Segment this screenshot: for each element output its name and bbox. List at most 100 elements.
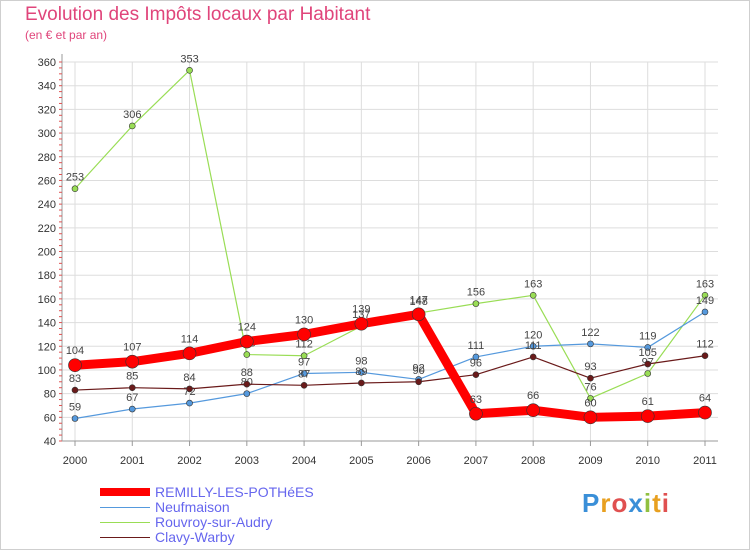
data-point-clavy-warby [644, 360, 652, 368]
data-label-clavy-warby: 112 [696, 339, 714, 351]
series-line-neufmaison [74, 311, 706, 420]
y-tick-label: 360 [38, 57, 56, 69]
x-tick-label: 2000 [63, 455, 87, 467]
data-point-remilly-les-poth-es [411, 307, 426, 322]
legend-item-rouvroy: Rouvroy-sur-Audry [100, 514, 360, 530]
legend-label-clavy: Clavy-Warby [155, 529, 235, 545]
data-point-remilly-les-poth-es [297, 327, 311, 342]
data-point-rouvroy-sur-audry [701, 292, 709, 299]
y-tick-label: 60 [44, 412, 56, 424]
data-label-clavy-warby: 90 [413, 365, 425, 377]
y-tick-label: 180 [38, 270, 56, 282]
series-line-clavy-warby [74, 355, 706, 391]
data-point-rouvroy-sur-audry [644, 370, 652, 377]
data-label-clavy-warby: 87 [298, 368, 310, 380]
page-title: Evolution des Impôts locaux par Habitant [25, 4, 371, 25]
data-point-remilly-les-poth-es [583, 410, 598, 425]
legend-label-remilly: REMILLY-LES-POTHéES [155, 484, 314, 500]
data-point-neufmaison [71, 415, 79, 422]
y-tick-label: 300 [38, 128, 56, 140]
x-tick-label: 2011 [693, 455, 717, 467]
data-label-rouvroy-sur-audry: 306 [123, 109, 141, 121]
data-point-clavy-warby [529, 353, 537, 361]
data-label-neufmaison: 92 [413, 362, 425, 374]
chart-legend: REMILLY-LES-POTHéES Neufmaison Rouvroy-s… [100, 484, 360, 545]
x-tick-label: 2010 [635, 455, 659, 467]
y-tick-label: 40 [44, 436, 56, 448]
y-tick-label: 280 [38, 152, 56, 164]
data-point-neufmaison [128, 405, 136, 413]
data-point-rouvroy-sur-audry [300, 352, 308, 360]
data-label-rouvroy-sur-audry: 76 [584, 381, 596, 393]
data-label-remilly-les-poth-es: 64 [699, 393, 711, 405]
data-label-rouvroy-sur-audry: 156 [467, 287, 485, 299]
line-chart: 40 60 80 100 120 140 160 180 200 220 240 260 280 300 3… [38, 53, 718, 467]
data-label-clavy-warby: 93 [584, 361, 596, 373]
data-point-remilly-les-poth-es [182, 346, 197, 361]
data-point-clavy-warby [243, 380, 251, 388]
data-point-neufmaison [186, 399, 193, 407]
legend-label-rouvroy: Rouvroy-sur-Audry [155, 514, 273, 530]
data-label-rouvroy-sur-audry: 137 [352, 309, 370, 321]
data-label-remilly-les-poth-es: 139 [352, 304, 370, 316]
data-label-rouvroy-sur-audry: 163 [524, 278, 542, 290]
legend-item-clavy: Clavy-Warby [100, 529, 360, 545]
data-label-remilly-les-poth-es: 63 [470, 394, 482, 406]
data-label-rouvroy-sur-audry: 163 [696, 278, 714, 290]
data-point-remilly-les-poth-es [125, 354, 140, 369]
y-tick-label: 100 [38, 365, 56, 377]
data-point-clavy-warby [415, 378, 422, 386]
data-point-rouvroy-sur-audry [529, 292, 537, 299]
data-point-rouvroy-sur-audry [186, 66, 193, 74]
data-point-neufmaison [300, 370, 308, 377]
x-tick-label: 2005 [349, 455, 373, 467]
data-label-clavy-warby: 89 [355, 366, 367, 378]
data-label-neufmaison: 119 [639, 330, 657, 342]
data-label-rouvroy-sur-audry: 353 [180, 53, 198, 65]
data-point-neufmaison [243, 390, 251, 397]
y-tick-label: 140 [38, 318, 56, 330]
data-label-remilly-les-poth-es: 130 [295, 314, 313, 326]
data-label-remilly-les-poth-es: 124 [238, 322, 256, 334]
legend-item-neufmaison: Neufmaison [100, 499, 360, 515]
data-label-neufmaison: 59 [69, 401, 81, 413]
data-label-clavy-warby: 111 [525, 340, 542, 352]
y-tick-label: 220 [38, 223, 56, 235]
data-label-clavy-warby: 83 [69, 373, 81, 385]
data-label-clavy-warby: 96 [470, 358, 482, 370]
y-tick-label: 340 [38, 81, 56, 93]
data-label-neufmaison: 120 [524, 329, 542, 341]
x-tick-label: 2002 [177, 455, 201, 467]
data-label-neufmaison: 122 [581, 327, 599, 339]
data-label-rouvroy-sur-audry: 112 [295, 339, 313, 351]
data-point-neufmaison [529, 342, 537, 350]
data-label-remilly-les-poth-es: 114 [181, 333, 199, 345]
data-label-neufmaison: 149 [696, 295, 714, 307]
data-point-clavy-warby [587, 374, 594, 382]
x-tick-label: 2007 [464, 455, 488, 467]
y-tick-label: 120 [38, 341, 56, 353]
data-point-neufmaison [358, 369, 365, 376]
data-point-neufmaison [701, 308, 709, 316]
data-point-rouvroy-sur-audry [71, 185, 79, 193]
data-point-remilly-les-poth-es [240, 334, 254, 349]
legend-label-neufmaison: Neufmaison [155, 499, 230, 515]
y-tick-label: 80 [44, 389, 56, 401]
data-point-clavy-warby [701, 352, 709, 360]
legend-swatch-rouvroy [100, 522, 150, 523]
data-label-rouvroy-sur-audry: 148 [409, 296, 427, 308]
data-point-rouvroy-sur-audry [587, 395, 594, 402]
data-point-clavy-warby [71, 386, 79, 394]
data-point-clavy-warby [358, 379, 365, 387]
legend-swatch-remilly [100, 488, 150, 496]
data-label-neufmaison: 98 [355, 355, 367, 367]
data-label-remilly-les-poth-es: 66 [527, 390, 539, 402]
data-point-remilly-les-poth-es [640, 409, 655, 423]
legend-swatch-clavy [100, 537, 150, 538]
data-point-neufmaison [587, 340, 594, 348]
data-point-remilly-les-poth-es [526, 403, 540, 418]
page-subtitle: (en € et par an) [25, 28, 108, 42]
data-point-neufmaison [644, 344, 652, 351]
data-point-rouvroy-sur-audry [128, 122, 136, 130]
proxiti-logo: Proxiti [582, 488, 670, 518]
